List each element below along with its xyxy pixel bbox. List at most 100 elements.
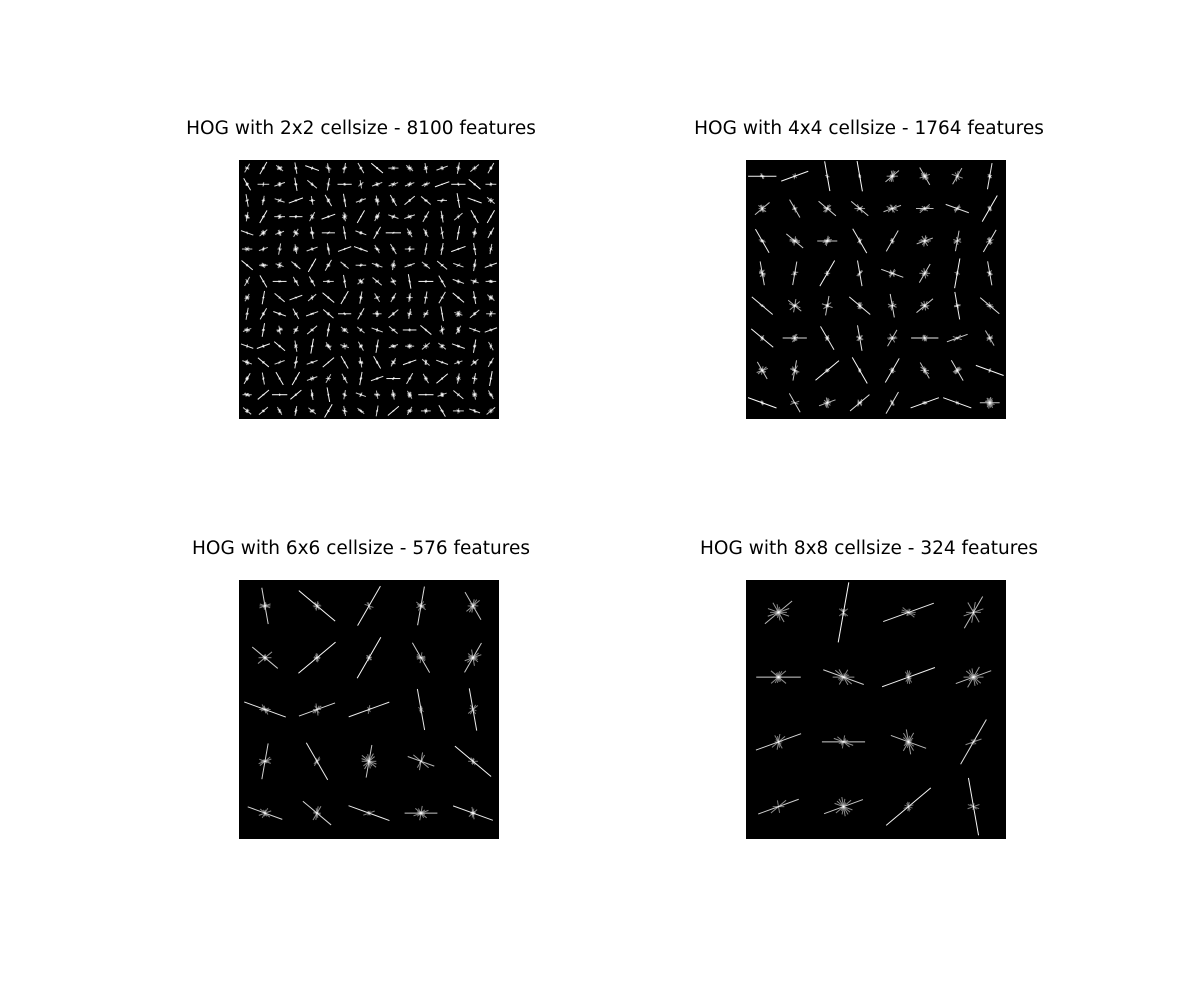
hog-orientation-line <box>340 355 349 369</box>
hog-orientation-line <box>407 344 413 348</box>
hog-cell-glyph <box>885 170 900 183</box>
hog-orientation-line <box>988 369 992 372</box>
hog-orientation-line <box>392 231 395 234</box>
hog-orientation-line <box>791 238 798 244</box>
hog-cell-glyph <box>259 161 268 175</box>
hog-orientation-line <box>761 239 764 243</box>
hog-orientation-line <box>453 390 464 400</box>
hog-orientation-line <box>392 246 395 252</box>
hog-cell-glyph <box>322 309 334 319</box>
hog-cell-glyph <box>273 311 287 317</box>
hog-orientation-line <box>278 248 281 250</box>
hog-orientation-line <box>326 328 330 331</box>
hog-orientation-line <box>278 243 282 255</box>
hog-orientation-line <box>305 165 320 172</box>
hog-orientation-line <box>353 246 368 252</box>
hog-cell-glyph <box>307 258 317 273</box>
hog-orientation-line <box>987 272 992 275</box>
hog-orientation-line <box>824 161 831 192</box>
hog-orientation-line <box>263 707 267 712</box>
hog-orientation-line <box>356 636 382 679</box>
hog-orientation-line <box>823 302 832 310</box>
hog-orientation-line <box>454 745 492 777</box>
hog-orientation-line <box>343 393 346 396</box>
hog-cell-glyph <box>371 181 383 187</box>
hog-orientation-line <box>472 263 477 267</box>
hog-orientation-line <box>424 361 428 364</box>
hog-cell-glyph <box>469 408 481 414</box>
hog-cell-glyph <box>954 258 961 289</box>
hog-cell-glyph <box>390 292 397 303</box>
hog-cell-glyph <box>451 182 466 187</box>
hog-cell-glyph <box>786 233 804 249</box>
hog-cell-glyph <box>273 341 286 352</box>
hog-cell-glyph <box>247 806 283 820</box>
hog-cell-glyph <box>275 262 284 269</box>
hog-orientation-line <box>759 174 765 178</box>
hog-cell-glyph <box>455 162 461 174</box>
hog-cell-glyph <box>456 193 461 208</box>
hog-cell-glyph <box>881 667 936 688</box>
hog-orientation-line <box>858 238 861 244</box>
hog-cell-glyph <box>470 278 479 285</box>
hog-cell-glyph <box>257 389 270 400</box>
hog-orientation-line <box>825 174 829 179</box>
hog-orientation-line <box>273 341 286 352</box>
hog-orientation-line <box>391 198 395 203</box>
hog-orientation-line <box>457 280 460 283</box>
hog-orientation-line <box>311 167 314 170</box>
hog-cell-glyph <box>407 752 435 771</box>
hog-cell-glyph <box>388 165 399 171</box>
hog-cell-glyph <box>388 309 399 319</box>
hog-orientation-line <box>473 377 476 380</box>
hog-cell-glyph <box>243 372 251 385</box>
hog-orientation-line <box>306 325 318 335</box>
hog-orientation-line <box>342 183 347 186</box>
hog-orientation-line <box>327 410 330 412</box>
hog-orientation-line <box>972 803 975 811</box>
hog-cell-glyph <box>821 735 866 749</box>
hog-orientation-line <box>261 704 269 715</box>
hog-orientation-line <box>424 199 428 202</box>
hog-cell-glyph <box>357 307 365 320</box>
hog-orientation-line <box>889 174 895 178</box>
hog-orientation-line <box>357 585 381 626</box>
hog-orientation-line <box>261 166 265 170</box>
hog-orientation-line <box>471 810 475 816</box>
hog-cell-glyph <box>406 293 413 303</box>
hog-orientation-line <box>388 182 399 187</box>
hog-orientation-line <box>921 270 928 277</box>
hog-orientation-line <box>472 280 478 283</box>
hog-orientation-line <box>294 344 298 348</box>
hog-orientation-line <box>455 325 462 335</box>
hog-orientation-line <box>245 215 249 219</box>
hog-orientation-line <box>341 215 348 219</box>
hog-orientation-line <box>293 228 299 238</box>
hog-orientation-line <box>245 183 249 186</box>
hog-orientation-line <box>791 239 798 243</box>
hog-orientation-line <box>359 248 363 251</box>
hog-orientation-line <box>295 263 297 268</box>
hog-cell-glyph <box>309 196 316 205</box>
hog-orientation-line <box>314 601 320 611</box>
hog-orientation-line <box>840 739 847 745</box>
hog-orientation-line <box>359 393 363 396</box>
hog-orientation-line <box>839 673 848 681</box>
hog-orientation-line <box>343 263 347 267</box>
hog-orientation-line <box>473 329 476 331</box>
hog-cell-glyph <box>404 181 415 187</box>
hog-cell-glyph <box>242 327 252 333</box>
hog-orientation-line <box>327 377 330 380</box>
hog-cell-glyph <box>276 406 283 416</box>
hog-orientation-line <box>885 170 900 183</box>
hog-cell-glyph <box>919 362 930 379</box>
hog-cell-glyph <box>452 805 494 821</box>
hog-orientation-line <box>457 199 460 202</box>
hog-orientation-line <box>422 211 430 223</box>
hog-orientation-line <box>392 410 395 412</box>
hog-cell-glyph <box>953 291 961 320</box>
hog-orientation-line <box>408 410 411 412</box>
hog-cell-glyph <box>326 387 331 403</box>
hog-orientation-line <box>819 260 836 287</box>
hog-orientation-line <box>310 345 314 348</box>
